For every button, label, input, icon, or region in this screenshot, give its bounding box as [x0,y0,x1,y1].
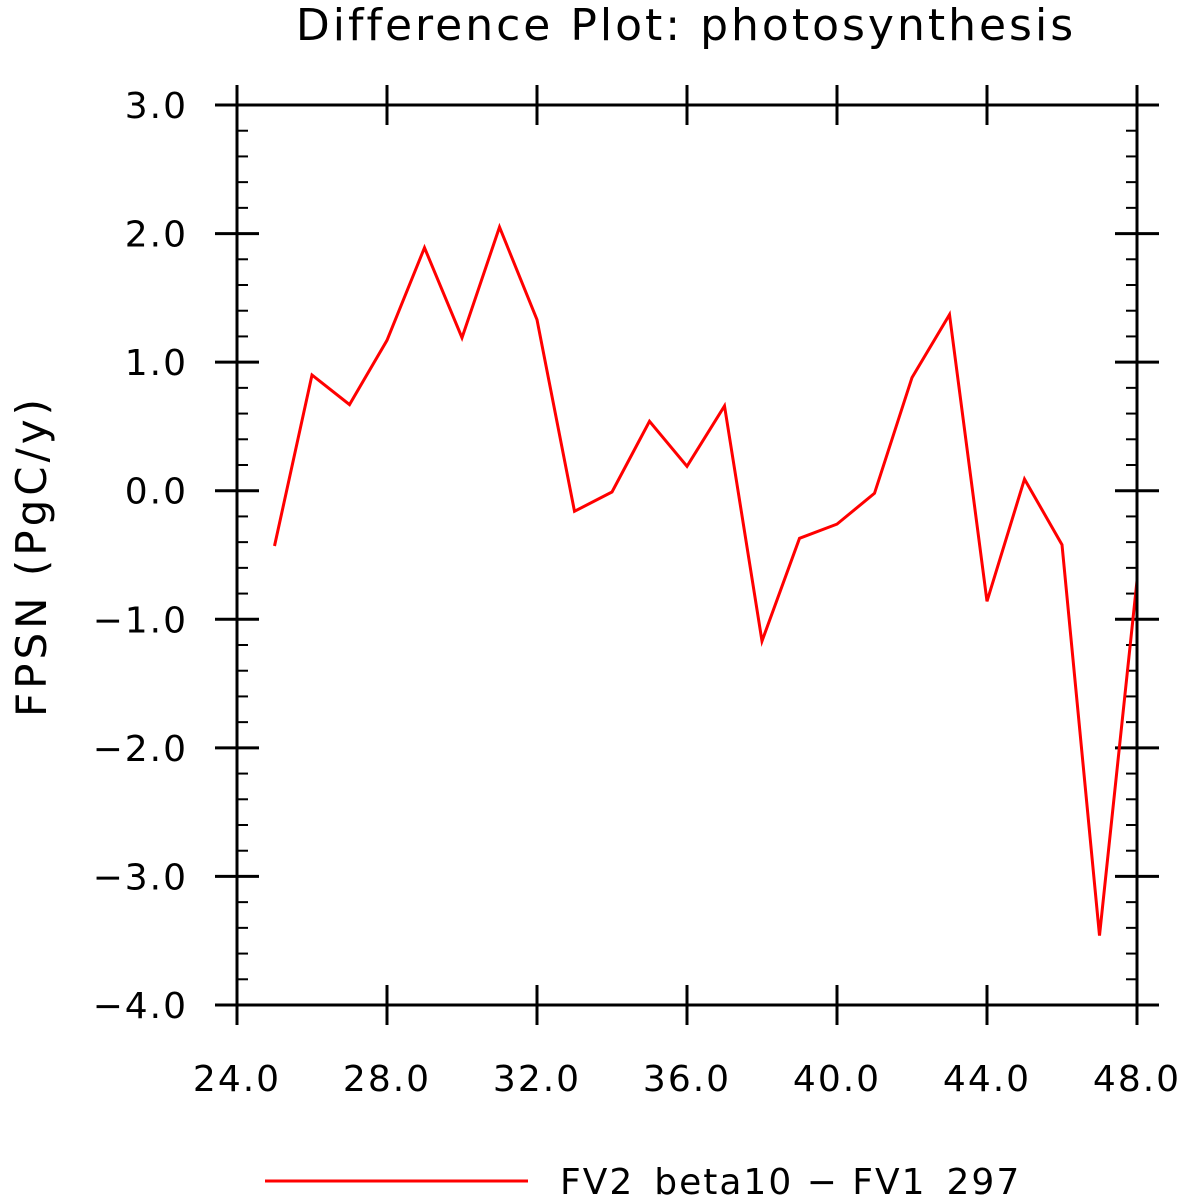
y-tick-label: 3.0 [125,86,188,127]
y-tick-label: −2.0 [93,729,188,770]
x-tick-label: 44.0 [943,1059,1031,1100]
y-tick-label: 0.0 [125,472,188,513]
legend-label: FV2_beta10 − FV1_297 [560,1162,1021,1200]
x-tick-label: 32.0 [493,1059,581,1100]
legend: FV2_beta10 − FV1_297 [265,1162,1021,1200]
series-line [273,222,1139,936]
x-tick-label: 36.0 [643,1059,731,1100]
y-axis-label: FPSN (PgC/y) [7,395,56,717]
axis-tick-labels: 24.0 28.0 32.0 36.0 40.0 44.0 48.0 3.0 2.0 1.0 0.0… [93,86,1181,1100]
y-tick-label: 2.0 [125,215,188,256]
x-tick-label: 48.0 [1093,1059,1181,1100]
x-tick-label: 24.0 [193,1059,281,1100]
chart-title: Difference Plot: photosynthesis [296,0,1076,51]
y-tick-label: −4.0 [93,986,188,1027]
y-tick-label: −1.0 [93,600,188,641]
y-tick-label: 1.0 [125,343,188,384]
x-tick-label: 28.0 [343,1059,431,1100]
x-tick-label: 40.0 [793,1059,881,1100]
axis-ticks [215,85,1159,1025]
y-tick-label: −3.0 [93,857,188,898]
plot-frame [235,103,1139,1007]
series-layer [273,222,1139,936]
